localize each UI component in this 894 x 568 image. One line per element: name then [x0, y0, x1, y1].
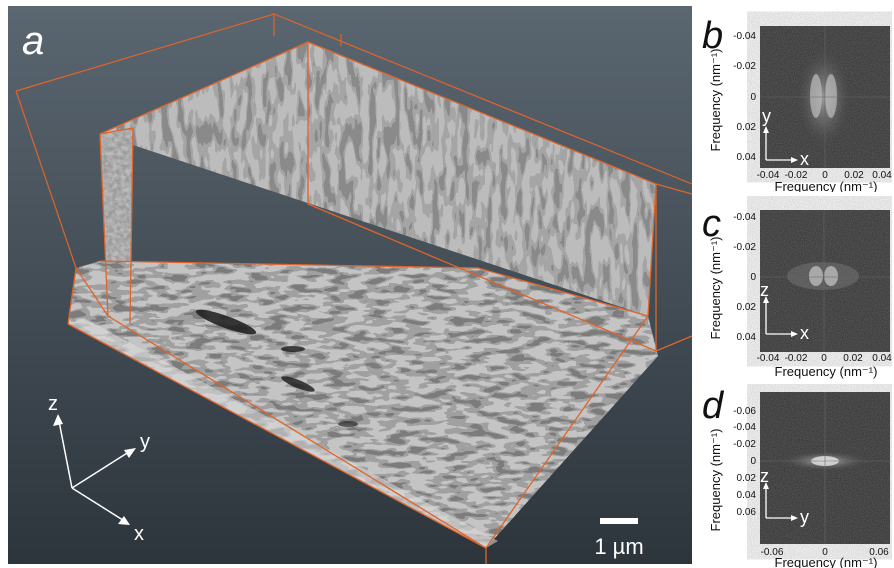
y-tick-label: -0.02 [733, 61, 756, 72]
scale-bar-label: 1 µm [594, 534, 643, 559]
x-tick-label: 0 [821, 353, 827, 364]
x-tick-label: 0.04 [872, 353, 892, 364]
axis-v-label: y [762, 106, 771, 126]
x-tick-label: -0.04 [757, 353, 780, 364]
axis-h-label: x [800, 323, 809, 343]
y-axis-label: Frequency (nm⁻¹) [708, 237, 723, 340]
x-axis-label: Frequency (nm⁻¹) [775, 555, 878, 568]
fft-panel-d: d -0.06 -0.04 -0.02 0 0.02 0.04 0.06 -0.… [698, 384, 892, 568]
axis-arrows [763, 482, 798, 521]
x-tick-label: -0.04 [757, 170, 780, 181]
y-axis-label: Frequency (nm⁻¹) [708, 49, 723, 152]
axis-arrows [763, 126, 798, 163]
x-tick-label: 0 [822, 547, 828, 558]
y-tick-label: -0.02 [733, 439, 756, 450]
y-tick-label: 0 [750, 272, 756, 283]
x-tick-label: -0.02 [785, 170, 808, 181]
y-tick-label: 0.04 [737, 152, 757, 163]
bounding-box-wireframe [15, 13, 692, 269]
x-tick-label: -0.06 [761, 547, 784, 558]
axis-h-label: x [800, 149, 809, 169]
y-tick-label: 0.06 [737, 507, 757, 518]
axis-arrows [763, 296, 798, 337]
x-tick-label: -0.02 [785, 353, 808, 364]
panel-letter: b [702, 15, 723, 57]
x-axis-label: Frequency (nm⁻¹) [775, 179, 878, 192]
y-tick-label: 0.04 [737, 332, 757, 343]
y-tick-label: 0.02 [737, 302, 757, 313]
y-tick-label: -0.06 [733, 406, 756, 417]
x-axis-label: Frequency (nm⁻¹) [775, 364, 878, 379]
axis-triad [53, 414, 136, 525]
scale-bar [600, 518, 638, 524]
axis-z-label: z [48, 393, 58, 415]
y-tick-label: -0.02 [733, 242, 756, 253]
panel-letter: c [702, 203, 721, 245]
panel-letter: a [22, 19, 44, 63]
x-tick-label: 0.02 [844, 170, 864, 181]
y-tick-label: 0.04 [737, 490, 757, 501]
y-tick-label: 0 [750, 456, 756, 467]
axis-v-label: z [760, 280, 769, 300]
tomogram-panel: a z y x 1 µm [8, 6, 692, 564]
axis-v-label: z [760, 466, 769, 486]
axis-y-label: y [140, 431, 150, 453]
panel-letter: d [702, 385, 725, 427]
y-tick-label: -0.04 [733, 212, 756, 223]
axis-x-label: x [134, 523, 144, 545]
x-tick-label: 0.02 [843, 353, 863, 364]
x-tick-label: 0.06 [869, 547, 889, 558]
axis-h-label: y [800, 507, 809, 527]
y-axis-label: Frequency (nm⁻¹) [708, 429, 723, 532]
x-tick-label: 0 [822, 170, 828, 181]
fft-panel-b: b -0.04 -0.02 0 0.02 0.04 -0.04 -0.02 0 … [698, 8, 892, 192]
slice-outline [67, 41, 692, 564]
fft-panel-c: c -0.04 -0.02 0 0.02 0.04 -0.04 -0.02 0 … [698, 196, 892, 380]
y-tick-label: -0.04 [733, 31, 756, 42]
y-tick-label: 0.02 [737, 473, 757, 484]
y-tick-label: -0.04 [733, 422, 756, 433]
x-tick-label: 0.04 [872, 170, 892, 181]
y-tick-label: 0 [750, 92, 756, 103]
y-tick-label: 0.02 [737, 122, 757, 133]
